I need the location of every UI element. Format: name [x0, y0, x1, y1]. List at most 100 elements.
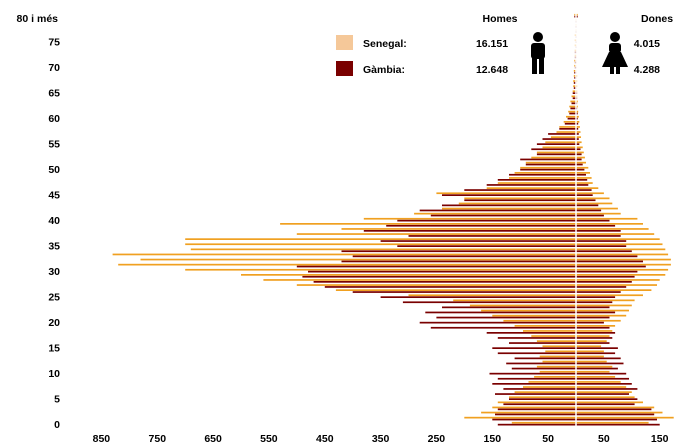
- bar-senegal-men: [185, 268, 576, 271]
- y-axis-top-label: 80 i més: [17, 13, 59, 25]
- bar-senegal-men: [497, 401, 576, 404]
- y-tick-label: 60: [48, 113, 60, 125]
- bar-senegal-men: [566, 115, 576, 118]
- bar-gambia-men: [572, 92, 576, 94]
- x-tick-label: 450: [316, 433, 334, 445]
- bar-gambia-women: [576, 128, 579, 130]
- bar-senegal-men: [556, 131, 576, 133]
- bar-gambia-women: [576, 377, 629, 380]
- bar-gambia-women: [576, 245, 627, 247]
- bar-gambia-men: [570, 107, 576, 110]
- bar-senegal-women: [576, 330, 613, 332]
- bar-senegal-men: [436, 192, 576, 195]
- y-tick-label: 5: [54, 394, 60, 406]
- bar-senegal-men: [542, 146, 576, 149]
- bar-senegal-women: [576, 202, 613, 205]
- bar-gambia-women: [576, 316, 610, 319]
- y-tick-label: 55: [48, 139, 60, 151]
- bar-senegal-women: [576, 248, 666, 251]
- bar-senegal-men: [185, 243, 576, 246]
- y-tick-label: 50: [48, 164, 60, 176]
- bar-senegal-women: [576, 212, 621, 215]
- bar-gambia-men: [430, 214, 576, 217]
- x-tick-label: 50: [598, 433, 610, 445]
- bar-senegal-men: [464, 416, 576, 419]
- bar-gambia-women: [576, 15, 578, 18]
- bar-senegal-women: [576, 268, 669, 271]
- bar-senegal-men: [531, 156, 576, 159]
- bar-gambia-men: [489, 372, 576, 375]
- men-header: Homes: [482, 13, 517, 25]
- y-tick-label: 30: [48, 266, 60, 278]
- bar-senegal-men: [573, 75, 576, 77]
- bar-gambia-men: [573, 87, 576, 89]
- bar-senegal-women: [576, 131, 581, 133]
- bar-gambia-men: [564, 122, 576, 125]
- bar-gambia-men: [419, 321, 576, 324]
- bar-gambia-men: [363, 230, 576, 232]
- y-tick-label: 0: [54, 419, 60, 431]
- bar-gambia-women: [576, 163, 583, 166]
- bar-gambia-men: [397, 219, 576, 222]
- bar-gambia-men: [573, 82, 576, 84]
- bar-gambia-men: [436, 316, 576, 319]
- bar-senegal-men: [536, 365, 576, 368]
- bar-senegal-women: [576, 355, 604, 358]
- bar-gambia-men: [442, 306, 576, 309]
- bar-gambia-women: [576, 291, 621, 293]
- bar-senegal-women: [576, 284, 657, 286]
- bar-gambia-women: [576, 403, 635, 406]
- bar-gambia-men: [402, 301, 576, 304]
- bar-senegal-men: [341, 228, 576, 230]
- bar-senegal-men: [296, 284, 576, 286]
- bar-gambia-women: [576, 260, 643, 263]
- bar-gambia-women: [576, 184, 589, 186]
- man-icon: [531, 32, 545, 74]
- bar-senegal-women: [576, 161, 586, 164]
- bar-gambia-women: [576, 357, 621, 360]
- bar-gambia-men: [341, 250, 576, 253]
- bar-gambia-women: [576, 413, 655, 416]
- x-tick-label: 150: [651, 433, 669, 445]
- bar-gambia-men: [574, 71, 576, 74]
- bar-gambia-women: [576, 153, 582, 156]
- bar-senegal-women: [576, 233, 655, 235]
- bar-gambia-men: [497, 179, 576, 181]
- legend-swatch-senegal: [336, 35, 353, 50]
- bar-gambia-men: [492, 418, 576, 421]
- bar-senegal-women: [576, 401, 643, 404]
- bar-gambia-men: [511, 367, 576, 370]
- bar-senegal-women: [576, 314, 627, 317]
- bar-senegal-women: [576, 121, 580, 123]
- bar-senegal-women: [576, 386, 627, 388]
- bar-gambia-women: [576, 281, 632, 283]
- y-axis: 0 5 10 15 20 25 30 35 40 45 50 55 60 65 70 75 80 i més: [17, 13, 61, 431]
- bar-senegal-women: [576, 146, 583, 149]
- bar-gambia-women: [576, 342, 610, 344]
- bar-gambia-women: [576, 275, 635, 278]
- bar-gambia-men: [525, 163, 576, 166]
- bar-senegal-men: [536, 340, 576, 342]
- bar-gambia-men: [514, 357, 576, 360]
- bar-gambia-men: [302, 275, 576, 278]
- bar-gambia-women: [576, 270, 638, 273]
- x-tick-label: 350: [372, 433, 390, 445]
- bar-senegal-women: [576, 299, 635, 302]
- bar-gambia-men: [548, 133, 576, 135]
- bar-gambia-men: [492, 347, 576, 349]
- bar-gambia-men: [408, 235, 576, 237]
- legend-men-total-gambia: 12.648: [476, 64, 508, 76]
- bar-senegal-men: [335, 289, 576, 291]
- bar-gambia-men: [531, 148, 576, 151]
- y-tick-label: 65: [48, 88, 60, 100]
- bar-gambia-men: [497, 352, 576, 355]
- bar-senegal-men: [486, 187, 576, 189]
- bar-senegal-men: [481, 309, 576, 312]
- bar-senegal-women: [576, 166, 589, 169]
- bar-senegal-men: [574, 13, 576, 16]
- legend-label-senegal: Senegal:: [363, 38, 407, 50]
- bar-gambia-women: [576, 326, 610, 329]
- bar-senegal-men: [542, 345, 576, 348]
- bar-senegal-women: [576, 13, 578, 16]
- bar-gambia-women: [576, 332, 616, 334]
